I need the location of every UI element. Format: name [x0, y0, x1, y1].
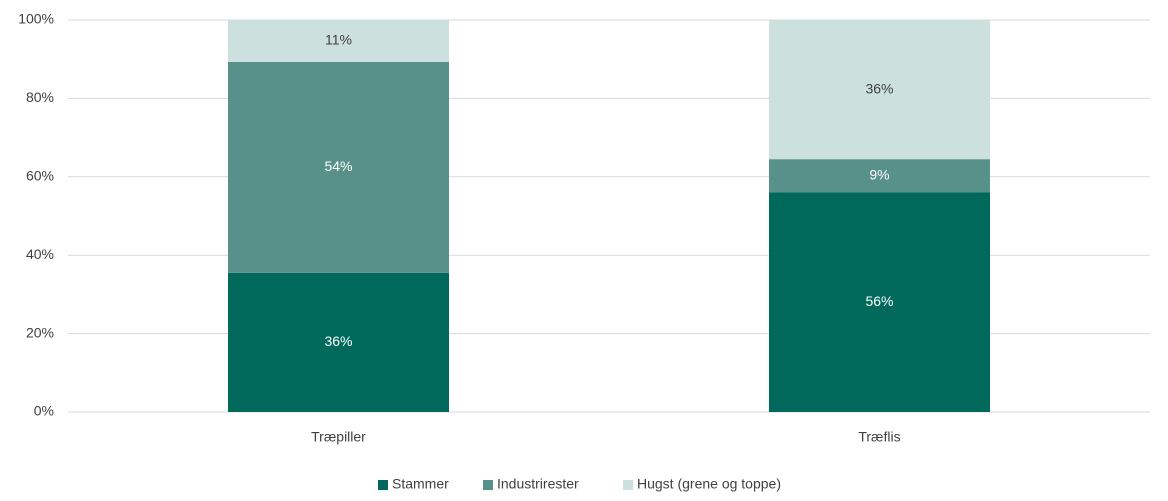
y-tick-label: 100%: [18, 11, 54, 27]
legend-swatch: [483, 480, 493, 490]
bar-segment: [228, 20, 449, 62]
data-label: 11%: [325, 32, 352, 48]
data-label: 54%: [324, 158, 352, 174]
data-label: 36%: [324, 333, 352, 349]
data-label: 9%: [869, 167, 889, 183]
legend-swatch: [623, 480, 633, 490]
data-label: 36%: [865, 80, 893, 96]
y-tick-label: 40%: [26, 246, 54, 262]
bar-segment: [769, 192, 990, 412]
y-tick-label: 20%: [26, 324, 54, 340]
x-tick-label: Træflis: [858, 429, 900, 445]
bar-segment: [769, 20, 990, 160]
bar-segment: [228, 272, 449, 412]
legend-label: Stammer: [392, 476, 449, 492]
x-tick-label: Træpiller: [311, 429, 366, 445]
legend-label: Hugst (grene og toppe): [637, 476, 781, 492]
data-label: 56%: [865, 293, 893, 309]
legend-label: Industrirester: [497, 476, 579, 492]
y-tick-label: 60%: [26, 168, 54, 184]
legend-swatch: [378, 480, 388, 490]
bar-segment: [769, 159, 990, 193]
bar-segment: [228, 61, 449, 273]
y-tick-label: 0%: [34, 403, 54, 419]
y-tick-label: 80%: [26, 89, 54, 105]
